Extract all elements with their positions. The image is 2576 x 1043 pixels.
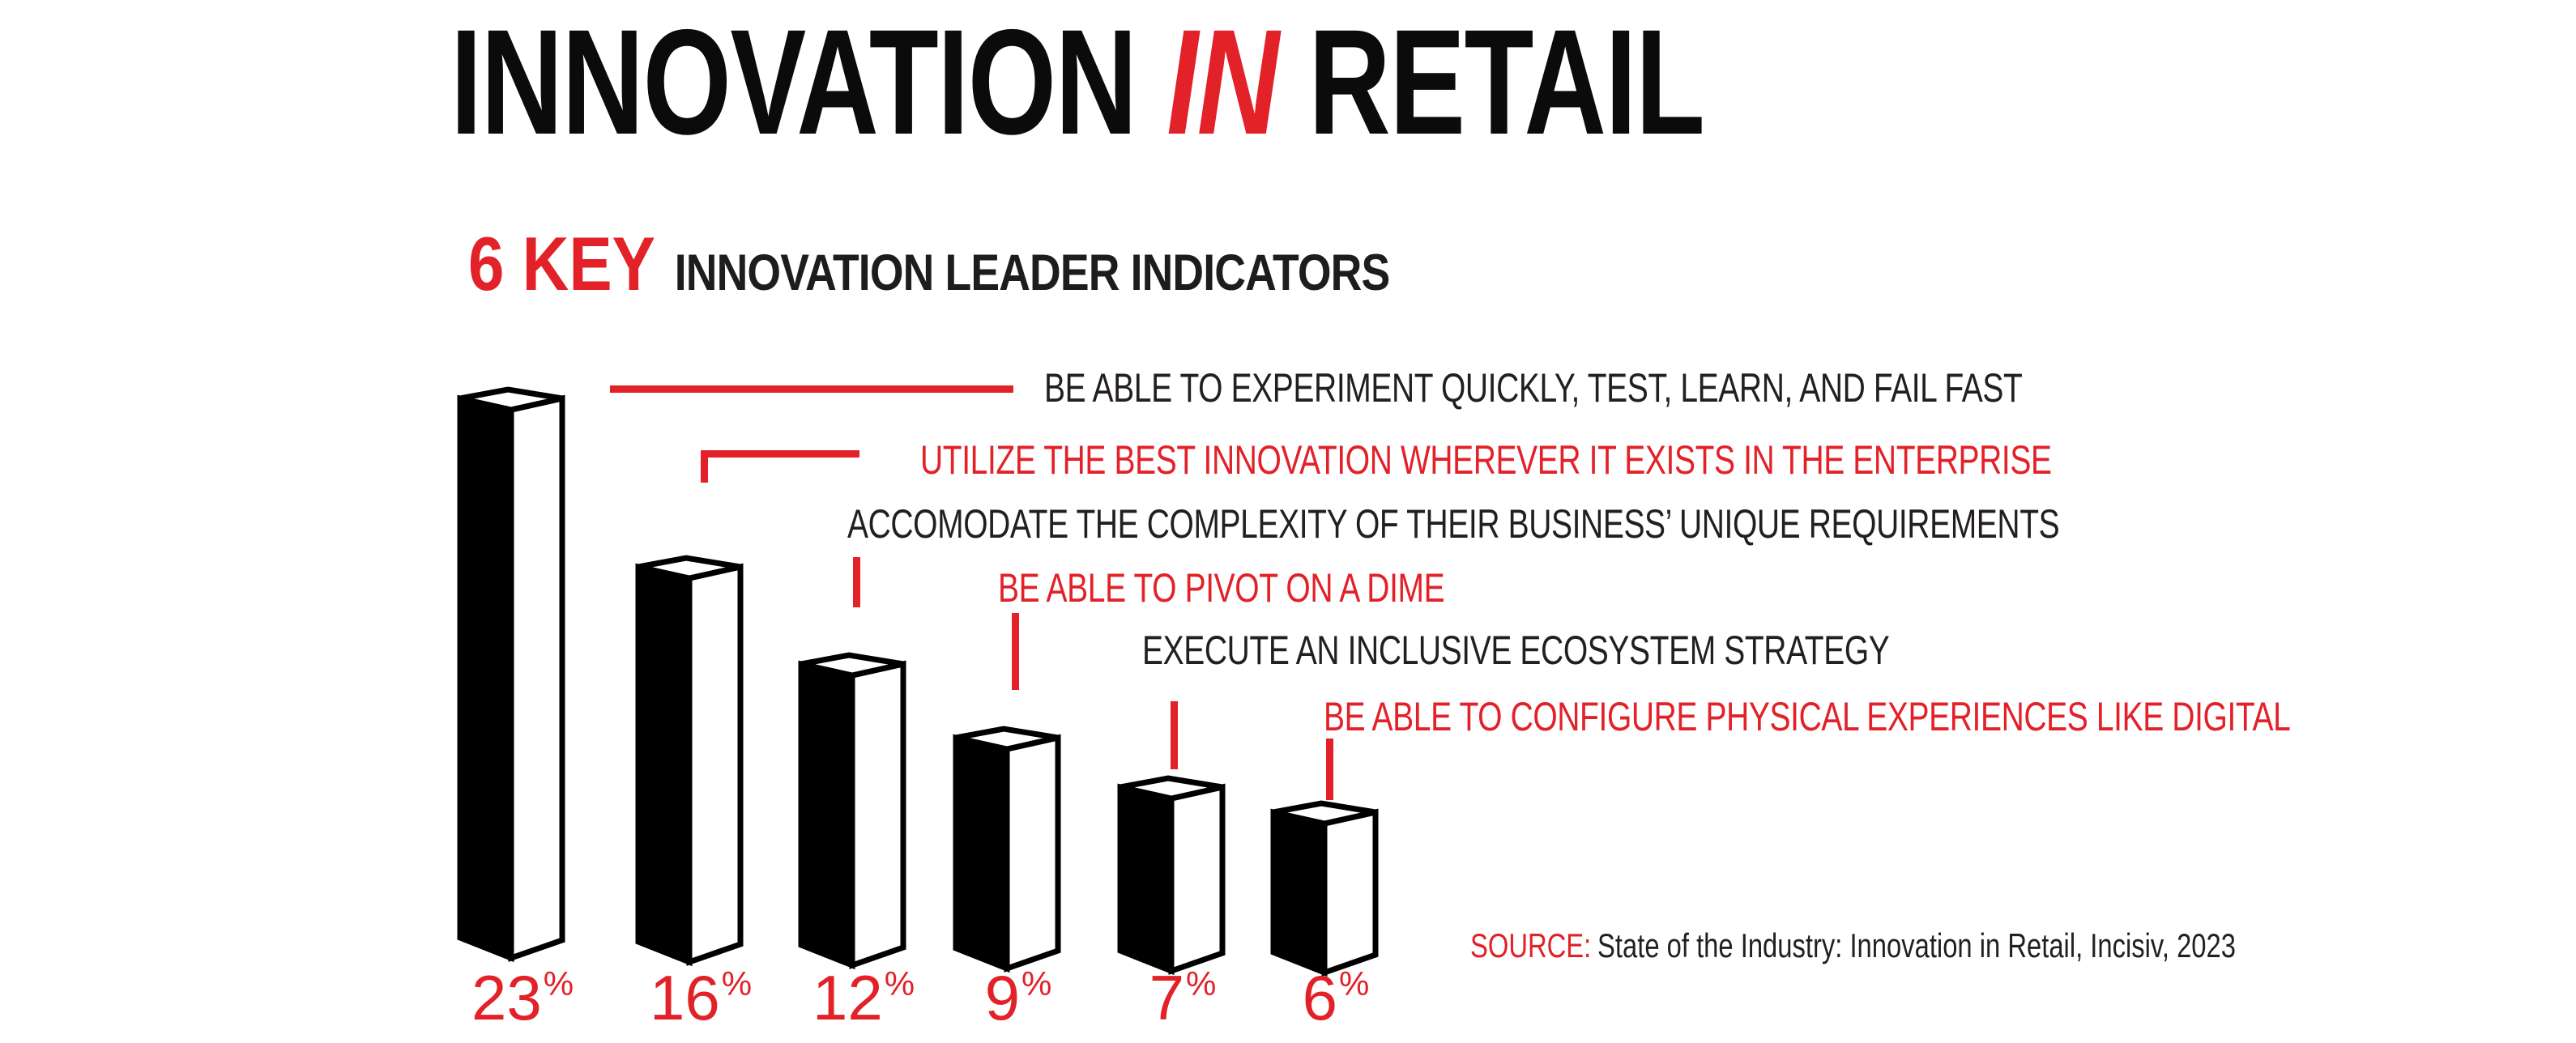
bar-value-unit: % — [543, 964, 574, 1003]
bar-value-number: 9 — [984, 962, 1021, 1033]
subtitle: 6 KEY INNOVATION LEADER INDICATORS — [468, 226, 1552, 311]
indicator-label-5: EXECUTE AN INCLUSIVE ECOSYSTEM STRATEGY — [1142, 628, 1890, 673]
leader-line-2-horizontal — [701, 450, 859, 458]
bar-value-number: 23 — [471, 962, 542, 1033]
bar-top-face — [800, 652, 904, 679]
leader-line-4 — [1012, 613, 1019, 690]
bar-top-face — [1120, 775, 1223, 802]
bar-top-face — [1273, 800, 1376, 827]
bar-value-unit: % — [721, 964, 753, 1003]
title-part1: INNOVATION — [450, 0, 1137, 166]
bar-value-unit: % — [1339, 964, 1370, 1003]
bar-value-label: 9% — [937, 962, 1099, 1041]
title-part2: RETAIL — [1308, 0, 1705, 166]
bar-value-unit: % — [1186, 964, 1217, 1003]
bar-value-label: 12% — [783, 962, 945, 1041]
chart-bar — [1270, 800, 1379, 977]
bar-value-number: 7 — [1149, 962, 1185, 1033]
indicator-label-6: BE ABLE TO CONFIGURE PHYSICAL EXPERIENCE… — [1324, 694, 2291, 739]
bar-top-face — [638, 555, 741, 581]
source-line: SOURCE: State of the Industry: Innovation… — [1470, 928, 2236, 964]
source-text: State of the Industry: Innovation in Ret… — [1597, 926, 2236, 964]
indicator-label-2: UTILIZE THE BEST INNOVATION WHEREVER IT … — [920, 437, 2052, 483]
leader-line-5 — [1171, 701, 1178, 769]
bar-right-face — [686, 563, 744, 966]
indicator-label-1: BE ABLE TO EXPERIMENT QUICKLY, TEST, LEA… — [1044, 365, 2023, 411]
bar-left-face — [457, 394, 514, 963]
bar-value-number: 6 — [1302, 962, 1338, 1033]
bar-value-label: 23% — [441, 962, 603, 1041]
bar-right-face — [1321, 808, 1379, 977]
leader-line-6 — [1326, 739, 1333, 800]
bar-top-face — [459, 386, 563, 413]
bar-value-unit: % — [1021, 964, 1052, 1003]
subtitle-rest: INNOVATION LEADER INDICATORS — [674, 245, 1390, 301]
source-prefix: SOURCE: — [1470, 926, 1592, 964]
bar-value-label: 16% — [620, 962, 782, 1041]
bar-left-face — [798, 660, 855, 970]
title-highlight: IN — [1166, 0, 1279, 166]
leader-line-2-vertical — [701, 450, 708, 483]
bar-left-face — [635, 563, 693, 967]
bar-value-label: 7% — [1102, 962, 1264, 1041]
chart-bar — [1117, 775, 1226, 976]
bar-value-number: 16 — [649, 962, 720, 1033]
indicator-label-3: ACCOMODATE THE COMPLEXITY OF THEIR BUSIN… — [847, 501, 2060, 547]
bar-left-face — [1117, 783, 1175, 976]
bar-right-face — [1168, 783, 1226, 975]
leader-line-1 — [610, 385, 1013, 393]
indicator-label-4: BE ABLE TO PIVOT ON A DIME — [998, 565, 1445, 611]
bar-value-label: 6% — [1255, 962, 1417, 1041]
bar-right-face — [1004, 734, 1061, 973]
bar-top-face — [955, 726, 1059, 752]
bar-value-number: 12 — [812, 962, 883, 1033]
bar-value-unit: % — [884, 964, 915, 1003]
bar-right-face — [508, 394, 565, 962]
chart-bar — [798, 652, 906, 970]
subtitle-highlight: 6 KEY — [468, 221, 655, 306]
chart-bar — [457, 386, 565, 963]
bar-left-face — [1270, 808, 1328, 977]
chart-bar — [635, 555, 744, 967]
page-title: INNOVATION IN RETAIL — [450, 8, 2100, 158]
chart-bar — [953, 726, 1061, 973]
leader-line-3 — [853, 557, 860, 607]
bar-left-face — [953, 734, 1010, 973]
bar-right-face — [849, 660, 906, 969]
